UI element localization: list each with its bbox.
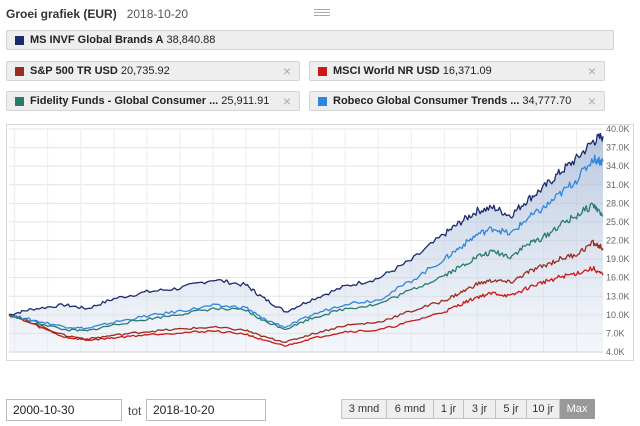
period-button-5y[interactable]: 5 jr [496,399,527,419]
date-range-separator: tot [128,404,142,418]
y-tick-label: 37.0K [606,143,630,153]
legend-item-sp500[interactable]: S&P 500 TR USD 20,735.92 × [6,61,300,81]
legend-name: Robeco Global Consumer Trends ... [333,95,520,107]
series-swatch-icon [318,66,327,76]
remove-series-icon[interactable]: × [282,93,291,109]
chart-header: Groei grafiek (EUR) 2018-10-20 [6,6,188,22]
series-swatch-icon [15,35,24,45]
series-line-msci-world-nr-usd [8,265,604,347]
y-tick-label: 19.0K [606,254,630,264]
series-swatch-icon [318,96,327,106]
y-tick-label: 40.0K [606,125,630,134]
y-tick-label: 28.0K [606,198,630,208]
series-line-robeco-global-consumer-trends [8,154,604,330]
y-tick-label: 22.0K [606,236,630,246]
growth-chart[interactable]: 4.0K 7.0K 10.0K 13.0K 16.0K 19.0K 22.0K 25.0K 28… [6,124,634,361]
chart-date: 2018-10-20 [126,7,189,21]
y-tick-label: 25.0K [606,217,630,227]
y-tick-label: 10.0K [606,310,630,320]
legend-value: 25,911.91 [221,95,270,107]
legend-item-msci-world[interactable]: MSCI World NR USD 16,371.09 × [309,61,605,81]
y-tick-label: 34.0K [606,161,630,171]
legend-name: MSCI World NR USD [333,65,440,77]
series-swatch-icon [15,96,24,106]
series-line-fidelity-funds-global-consumer [8,202,604,332]
series-swatch-icon [15,66,24,76]
legend-value: 20,735.92 [120,65,170,77]
legend-value: 16,371.09 [442,65,492,77]
period-button-1y[interactable]: 1 jr [434,399,464,419]
legend-name: Fidelity Funds - Global Consumer ... [30,95,219,107]
start-date-input[interactable] [6,399,122,421]
chart-canvas[interactable]: 4.0K 7.0K 10.0K 13.0K 16.0K 19.0K 22.0K 25.0K 28… [7,125,633,360]
legend-value: 38,840.88 [166,34,216,46]
legend-item-robeco[interactable]: Robeco Global Consumer Trends ... 34,777… [309,91,605,111]
series-line-ms-invf-global-brands-a [8,132,604,316]
period-selector: 3 mnd 6 mnd 1 jr 3 jr 5 jr 10 jr Max [341,399,595,419]
chart-title: Groei grafiek (EUR) [6,7,117,21]
y-tick-label: 4.0K [606,347,625,357]
y-tick-label: 31.0K [606,180,630,190]
legend-name: S&P 500 TR USD [30,65,118,77]
remove-series-icon[interactable]: × [587,63,596,79]
remove-series-icon[interactable]: × [282,63,291,79]
series-line-s-p-500-tr-usd [8,239,604,344]
drag-handle-icon[interactable] [314,9,330,17]
end-date-input[interactable] [146,399,266,421]
period-button-max[interactable]: Max [560,399,595,419]
period-button-3y[interactable]: 3 jr [464,399,496,419]
legend-value: 34,777.70 [522,95,572,107]
y-tick-label: 7.0K [606,328,625,338]
period-button-3m[interactable]: 3 mnd [341,399,387,419]
legend-name: MS INVF Global Brands A [30,34,164,46]
legend-item-ms-invf[interactable]: MS INVF Global Brands A 38,840.88 [6,30,614,50]
period-button-6m[interactable]: 6 mnd [387,399,434,419]
y-tick-label: 13.0K [606,291,630,301]
legend-item-fidelity[interactable]: Fidelity Funds - Global Consumer ... 25,… [6,91,300,111]
period-button-10y[interactable]: 10 jr [527,399,560,419]
y-tick-label: 16.0K [606,273,630,283]
remove-series-icon[interactable]: × [587,93,596,109]
